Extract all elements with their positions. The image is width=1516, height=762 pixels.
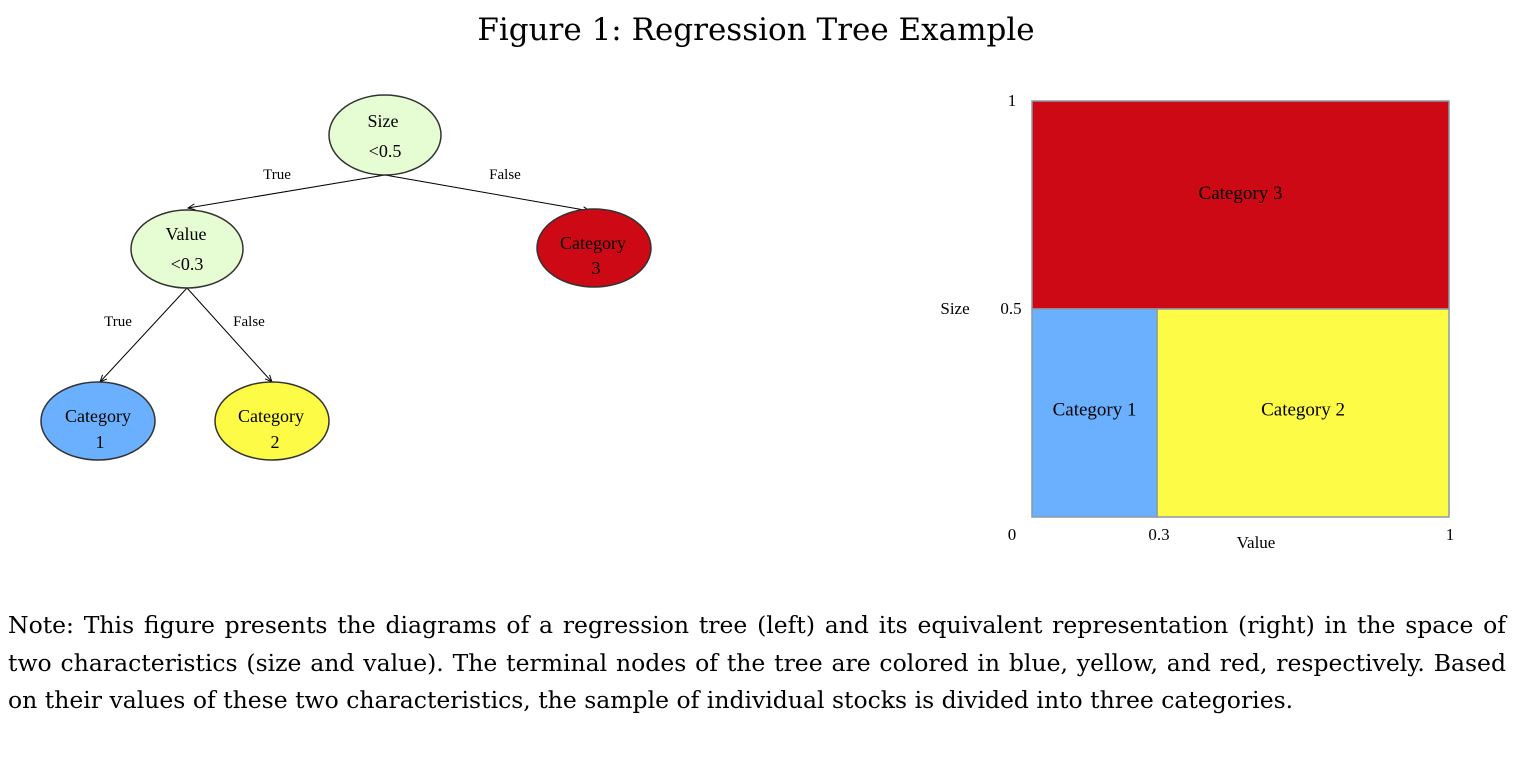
edge-root-to-value <box>188 174 386 208</box>
tree-node-root-line1: Size <box>368 111 399 131</box>
edge-value-to-category-1 <box>100 287 188 382</box>
figure-title: Figure 1: Regression Tree Example <box>477 12 1035 48</box>
tree-node-value-line2: <0.3 <box>171 254 204 274</box>
tree-node-root: Size <0.5 <box>328 94 442 176</box>
characteristic-space-diagram: Category 3 Category 1 Category 2 1 0.5 Siz… <box>940 91 1455 552</box>
y-tick-1: 1 <box>1008 91 1017 110</box>
regression-tree-diagram: True False True False Size <0.5 Value <0… <box>40 94 652 461</box>
x-tick-0: 0 <box>1008 525 1017 544</box>
region-label-category-3: Category 3 <box>1199 183 1283 204</box>
tree-node-value-line1: Value <box>166 224 207 244</box>
y-axis-label: Size <box>940 299 969 318</box>
edge-label-root-true: True <box>263 167 291 183</box>
region-label-category-2: Category 2 <box>1261 399 1345 420</box>
figure-note: Note: This figure presents the diagrams … <box>8 611 1506 714</box>
edge-root-to-category-3 <box>384 174 590 211</box>
x-tick-1: 1 <box>1446 525 1455 544</box>
tree-leaf-category-3: Category 3 <box>536 208 652 288</box>
edge-value-to-category-2 <box>186 287 272 382</box>
tree-leaf-category-2: Category 2 <box>214 381 330 461</box>
region-category-3 <box>1031 100 1450 310</box>
tree-leaf-category-2-line2: 2 <box>271 432 280 452</box>
region-label-category-1: Category 1 <box>1053 399 1137 420</box>
tree-leaf-category-1-line2: 1 <box>96 432 105 452</box>
edge-label-value-false: False <box>233 314 265 330</box>
edge-label-root-false: False <box>489 167 521 183</box>
tree-node-root-line2: <0.5 <box>369 141 402 161</box>
edge-label-value-true: True <box>104 314 132 330</box>
x-axis-label: Value <box>1237 533 1276 552</box>
y-tick-0-5: 0.5 <box>1000 299 1021 318</box>
tree-leaf-category-3-line2: 3 <box>592 258 601 278</box>
region-category-2 <box>1156 308 1450 518</box>
tree-leaf-category-2-line1: Category <box>238 406 304 426</box>
tree-leaf-category-3-line1: Category <box>560 233 626 253</box>
tree-node-value: Value <0.3 <box>130 209 244 289</box>
partition-regions: Category 3 Category 1 Category 2 <box>1031 100 1450 518</box>
tree-leaf-category-1-line1: Category <box>65 406 131 426</box>
x-tick-0-3: 0.3 <box>1148 525 1169 544</box>
tree-leaf-category-1: Category 1 <box>40 381 156 461</box>
